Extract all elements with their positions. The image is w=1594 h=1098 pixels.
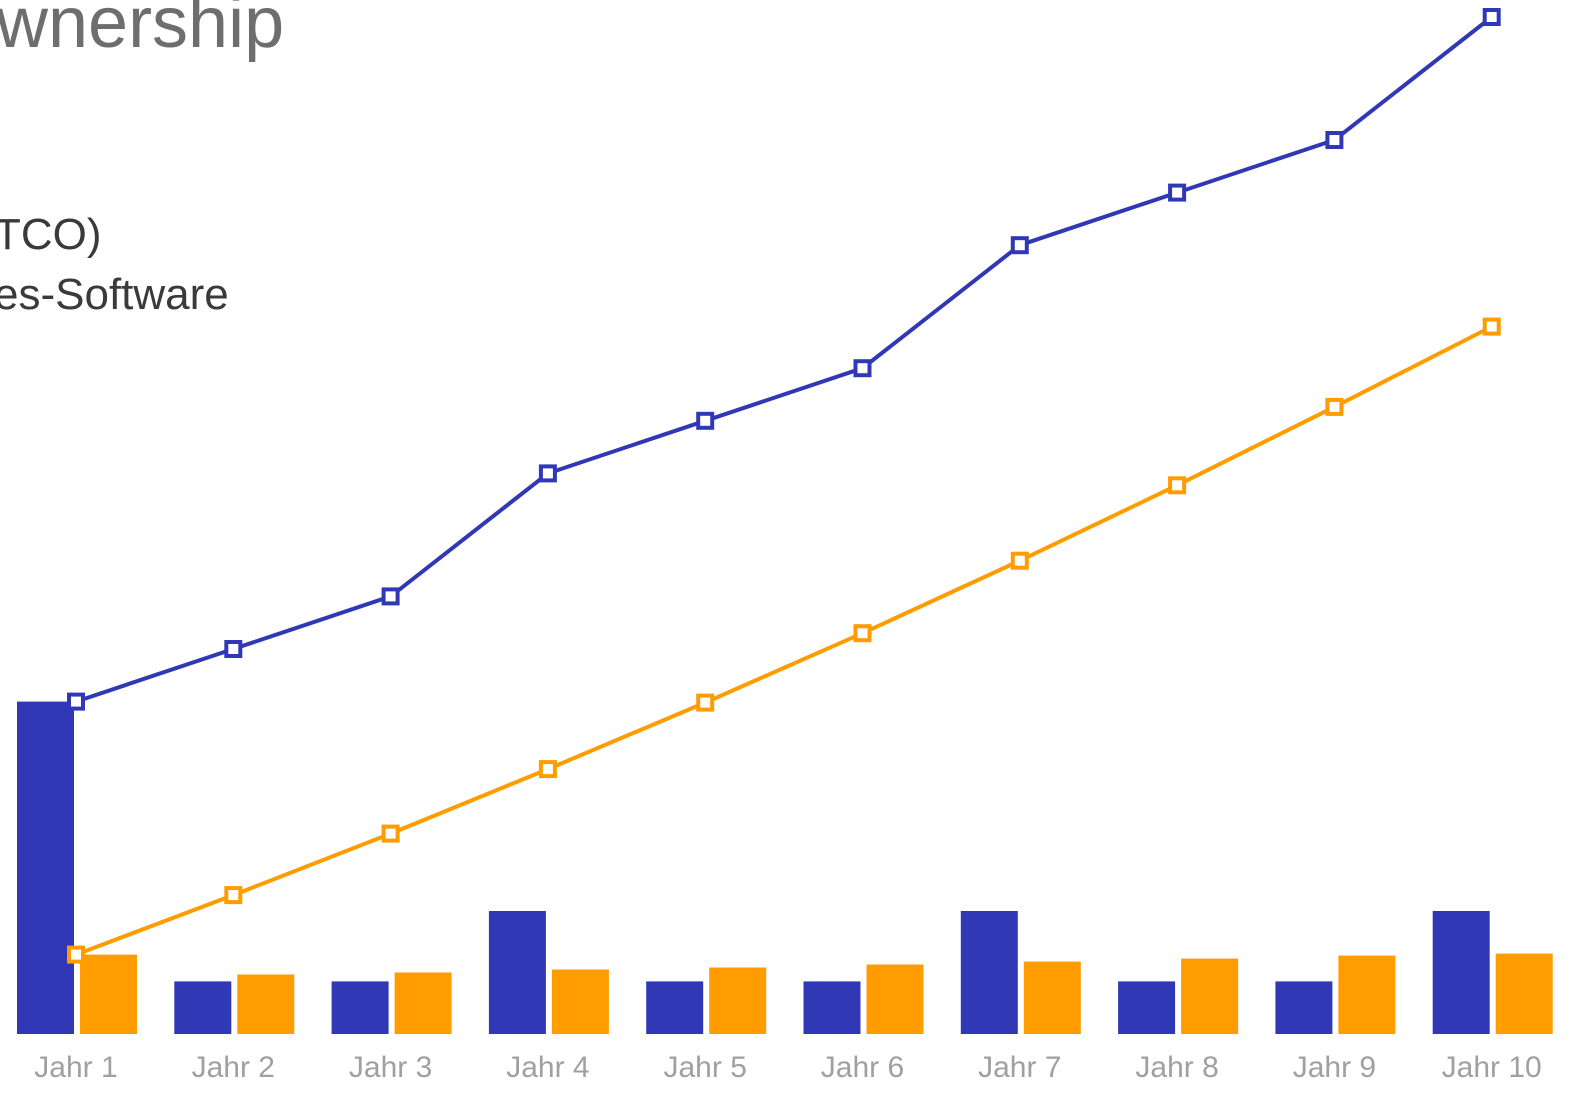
bar-series1-7	[960, 911, 1018, 1034]
chart-title-fragment: wnership	[0, 0, 285, 63]
line-series2-point-9	[1325, 397, 1344, 416]
line-series1-point-3	[381, 587, 400, 606]
line-series1-point-1	[67, 692, 85, 711]
bar-series1-6	[803, 981, 861, 1034]
x-tick-label-10: Jahr 10	[1442, 1051, 1542, 1084]
bar-series2-10	[1495, 953, 1553, 1034]
line-series1-point-7	[1010, 236, 1029, 255]
bar-series2-3	[394, 972, 452, 1034]
line-series2-point-8	[1168, 476, 1187, 495]
x-tick-label-2: Jahr 2	[192, 1051, 275, 1084]
line-series1-point-6	[853, 359, 872, 378]
bar-series1-2	[174, 981, 232, 1034]
line-series2-point-10	[1482, 317, 1501, 336]
x-axis-tick-labels: Jahr 1 Jahr 2 Jahr 3 Jahr 4 Jahr 5 Jahr 6 Jahr…	[34, 1051, 1541, 1084]
x-tick-label-5: Jahr 5	[664, 1051, 747, 1084]
line-series2-point-1	[67, 945, 85, 964]
line-layer	[67, 8, 1501, 964]
line-series1-point-9	[1325, 131, 1344, 149]
line-series1-point-2	[224, 640, 243, 658]
x-tick-label-3: Jahr 3	[349, 1051, 432, 1084]
bar-series2-7	[1023, 961, 1081, 1034]
bar-series1-3	[331, 981, 389, 1034]
bar-series2-5	[709, 967, 767, 1034]
line-series2-point-3	[381, 824, 400, 843]
line-series1-point-10	[1482, 8, 1501, 26]
bar-series2-6	[866, 964, 924, 1034]
bar-series1-1	[17, 701, 74, 1034]
x-tick-label-7: Jahr 7	[978, 1051, 1061, 1084]
line-series1-point-5	[696, 411, 715, 430]
line-series2-point-4	[538, 760, 557, 779]
line-series2-point-2	[224, 886, 243, 905]
line-series2-point-6	[853, 624, 872, 643]
bar-series1-10	[1432, 911, 1490, 1034]
line-series1	[75, 15, 1493, 704]
bar-series2-4	[551, 969, 609, 1034]
x-tick-label-9: Jahr 9	[1293, 1051, 1376, 1084]
x-tick-label-8: Jahr 8	[1135, 1051, 1218, 1084]
bar-series2-2	[237, 974, 295, 1034]
bar-series1-8	[1118, 981, 1176, 1034]
chart-subtitle-line-2: es-Software	[0, 270, 229, 319]
chart-subtitle-line-1: TCO)	[0, 210, 102, 259]
x-tick-label-4: Jahr 4	[506, 1051, 589, 1084]
line-series2-point-5	[696, 693, 715, 712]
line-series1-point-4	[538, 464, 557, 483]
x-tick-label-6: Jahr 6	[821, 1051, 904, 1084]
bar-layer	[17, 701, 1553, 1034]
bar-series2-8	[1181, 958, 1239, 1034]
line-series2	[75, 324, 1493, 957]
bar-series1-9	[1275, 981, 1333, 1034]
x-tick-label-1: Jahr 1	[34, 1051, 117, 1084]
line-series1-point-8	[1168, 183, 1187, 202]
bar-series2-9	[1338, 955, 1396, 1034]
line-series2-point-7	[1010, 551, 1029, 570]
bar-series2-1	[80, 954, 137, 1034]
bar-series1-5	[646, 981, 704, 1034]
bar-series1-4	[488, 911, 546, 1034]
